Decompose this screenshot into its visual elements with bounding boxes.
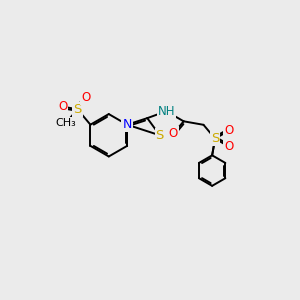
- Text: S: S: [156, 129, 164, 142]
- Text: O: O: [224, 124, 233, 137]
- Text: N: N: [122, 118, 132, 131]
- Text: O: O: [169, 127, 178, 140]
- Text: O: O: [58, 100, 68, 113]
- Text: NH: NH: [158, 105, 175, 118]
- Text: S: S: [211, 132, 219, 145]
- Text: S: S: [73, 103, 82, 116]
- Text: O: O: [224, 140, 233, 153]
- Text: O: O: [81, 91, 91, 103]
- Text: CH₃: CH₃: [56, 118, 76, 128]
